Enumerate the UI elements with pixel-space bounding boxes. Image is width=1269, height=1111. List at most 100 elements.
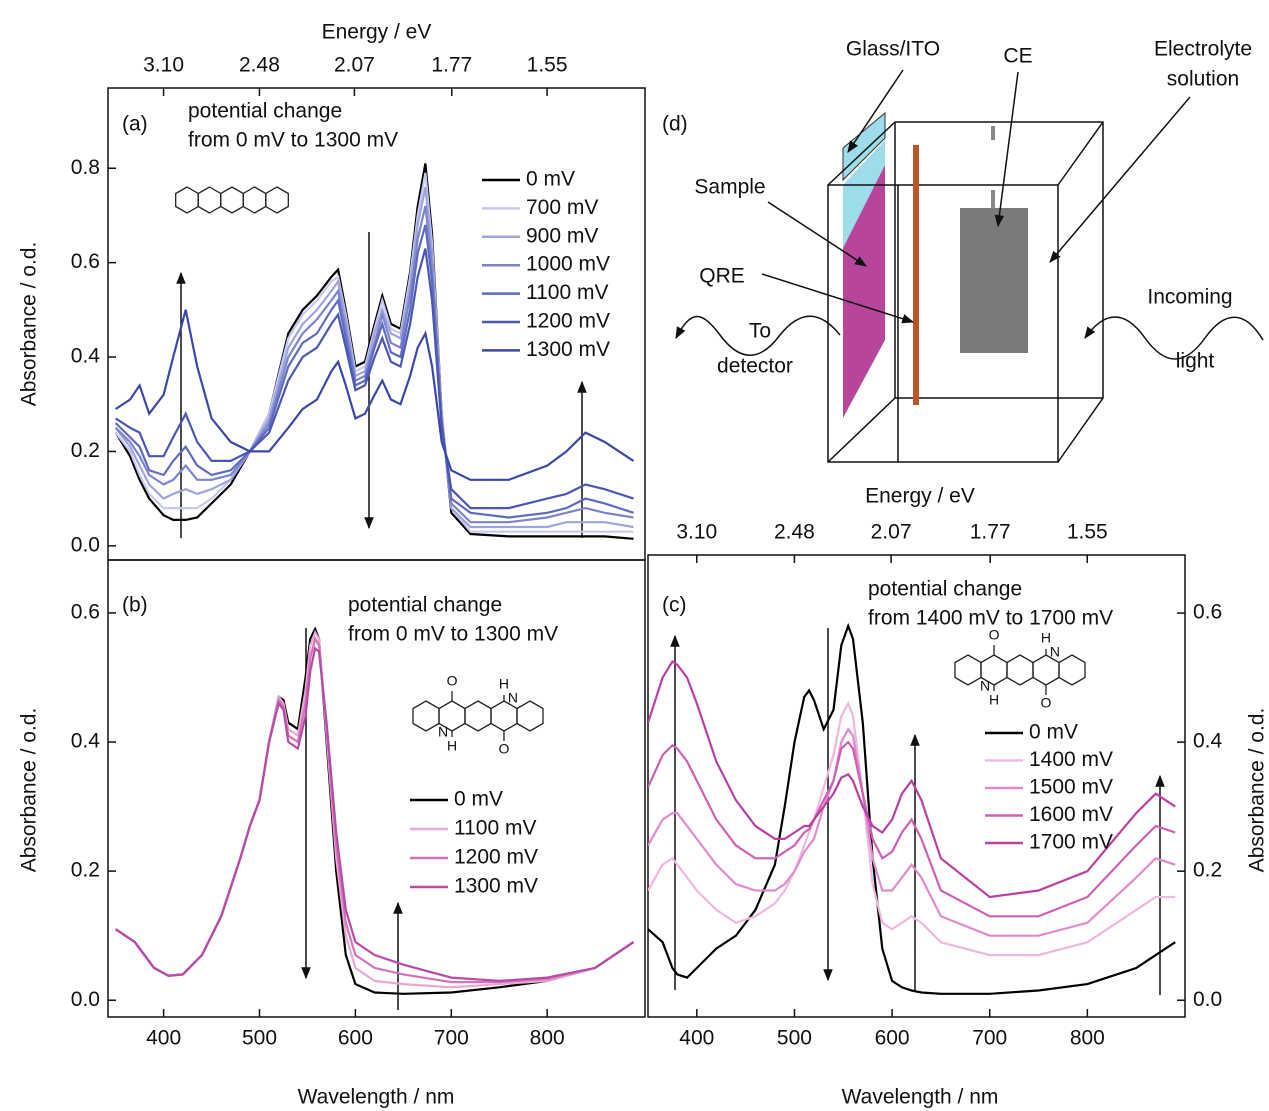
pointer [847, 69, 904, 153]
ring [175, 186, 199, 214]
legend-label: 1100 mV [454, 817, 537, 840]
annotation: from 0 mV to 1300 mV [188, 129, 398, 152]
diagram-label: CE [1003, 45, 1032, 68]
ring [220, 186, 244, 214]
x-tick-label: 400 [679, 1027, 714, 1050]
ce-plate [960, 208, 1028, 353]
y-tick-label: 0.6 [71, 600, 100, 623]
panel-label: (a) [122, 113, 148, 136]
cell-diagram: (d) Glass/ITO CE Electrolyte solution Sa… [662, 38, 1264, 463]
annotation: potential change [348, 594, 502, 617]
pointer [1049, 96, 1191, 263]
x2-tick-label: 3.10 [143, 54, 184, 77]
atom-label: H [1041, 630, 1051, 646]
atom-label: O [499, 741, 510, 757]
x2-tick-label: 2.48 [239, 54, 280, 77]
x2-tick-label: 2.07 [334, 54, 375, 77]
structure [412, 691, 544, 741]
structure [954, 645, 1086, 695]
x2-tick-label: 3.10 [676, 521, 717, 544]
legend-label: 1000 mV [526, 253, 610, 276]
x2-tick-label: 2.48 [774, 521, 815, 544]
ring [412, 700, 440, 732]
pointer [761, 273, 915, 324]
legend-label: 1200 mV [526, 310, 610, 333]
x2-tick-label: 1.55 [527, 54, 568, 77]
spectrum-line [115, 626, 635, 995]
annotation: potential change [868, 578, 1022, 601]
y-tick-label: 0.4 [1193, 730, 1223, 753]
atom-label: N [508, 690, 518, 706]
atom-label: N [1050, 644, 1060, 660]
diagram-label: light [1176, 350, 1215, 373]
spectrum-line [648, 740, 1176, 918]
x-tick-label: 700 [434, 1027, 469, 1050]
x2-axis-title: Energy / eV [865, 485, 975, 508]
x-tick-label: 800 [1070, 1027, 1105, 1050]
spectrum-line [115, 635, 635, 984]
spectrum-line [648, 700, 1176, 957]
x-tick-label: 800 [530, 1027, 565, 1050]
x2-tick-label: 1.55 [1067, 521, 1108, 544]
ring [265, 186, 289, 214]
y-tick-label: 0.2 [71, 859, 100, 882]
sample-film [843, 165, 885, 418]
legend-label: 1300 mV [526, 338, 610, 361]
y-axis-title: Absorbance / o.d. [1246, 708, 1269, 873]
panel-label: (d) [662, 113, 688, 136]
atom-label: N [980, 678, 990, 694]
x2-tick-label: 1.77 [431, 54, 472, 77]
y-axis-title: Absorbance / o.d. [18, 708, 41, 873]
spectrum-line [115, 309, 635, 481]
atom-label: N [438, 724, 448, 740]
ring [464, 700, 492, 732]
legend-label: 1100 mV [526, 281, 609, 304]
atom-label: O [1041, 695, 1052, 711]
pointer [767, 201, 868, 267]
diagram-label: Electrolyte [1154, 38, 1252, 61]
y-tick-label: 0.4 [71, 345, 101, 368]
outgoing-wave [675, 315, 841, 356]
spectrum-line [115, 646, 635, 983]
legend-label: 1200 mV [454, 846, 538, 869]
annotation: from 1400 mV to 1700 mV [868, 607, 1113, 630]
diagram-label: Sample [694, 176, 765, 199]
pointer [994, 71, 1019, 228]
curves [114, 163, 635, 540]
ito-glass [843, 140, 885, 248]
cell-edge [827, 397, 896, 463]
incoming-wave [1084, 316, 1264, 360]
spectrum-line [115, 629, 635, 989]
cell-edge [1057, 121, 1104, 186]
x-tick-label: 700 [972, 1027, 1007, 1050]
curves [115, 626, 635, 995]
legend-label: 1300 mV [454, 875, 538, 898]
x-tick-label: 500 [777, 1027, 812, 1050]
legend-label: 0 mV [1029, 721, 1078, 744]
y-tick-label: 0.2 [71, 439, 100, 462]
y-tick-label: 0.0 [1193, 988, 1222, 1011]
ring [516, 700, 544, 732]
x-tick-label: 400 [146, 1027, 181, 1050]
structure [175, 186, 289, 214]
atom-label: H [499, 676, 509, 692]
atom-label: H [447, 738, 457, 754]
legend-label: 1600 mV [1029, 803, 1113, 826]
legend-label: 700 mV [526, 196, 598, 219]
y-tick-label: 0.2 [1193, 859, 1222, 882]
atom-label: O [447, 673, 458, 689]
x-tick-label: 500 [242, 1027, 277, 1050]
ring [1058, 654, 1086, 686]
x-axis-title: Wavelength / nm [298, 1086, 455, 1109]
x2-tick-label: 2.07 [871, 521, 912, 544]
spectrum-line [648, 622, 1176, 995]
glass-top [842, 111, 886, 182]
y-tick-label: 0.6 [71, 250, 100, 273]
x-tick-label: 600 [875, 1027, 910, 1050]
y-tick-label: 0.4 [71, 730, 101, 753]
x2-axis-title: Energy / eV [322, 21, 432, 44]
legend-label: 0 mV [454, 788, 503, 811]
y-tick-label: 0.8 [71, 156, 100, 179]
